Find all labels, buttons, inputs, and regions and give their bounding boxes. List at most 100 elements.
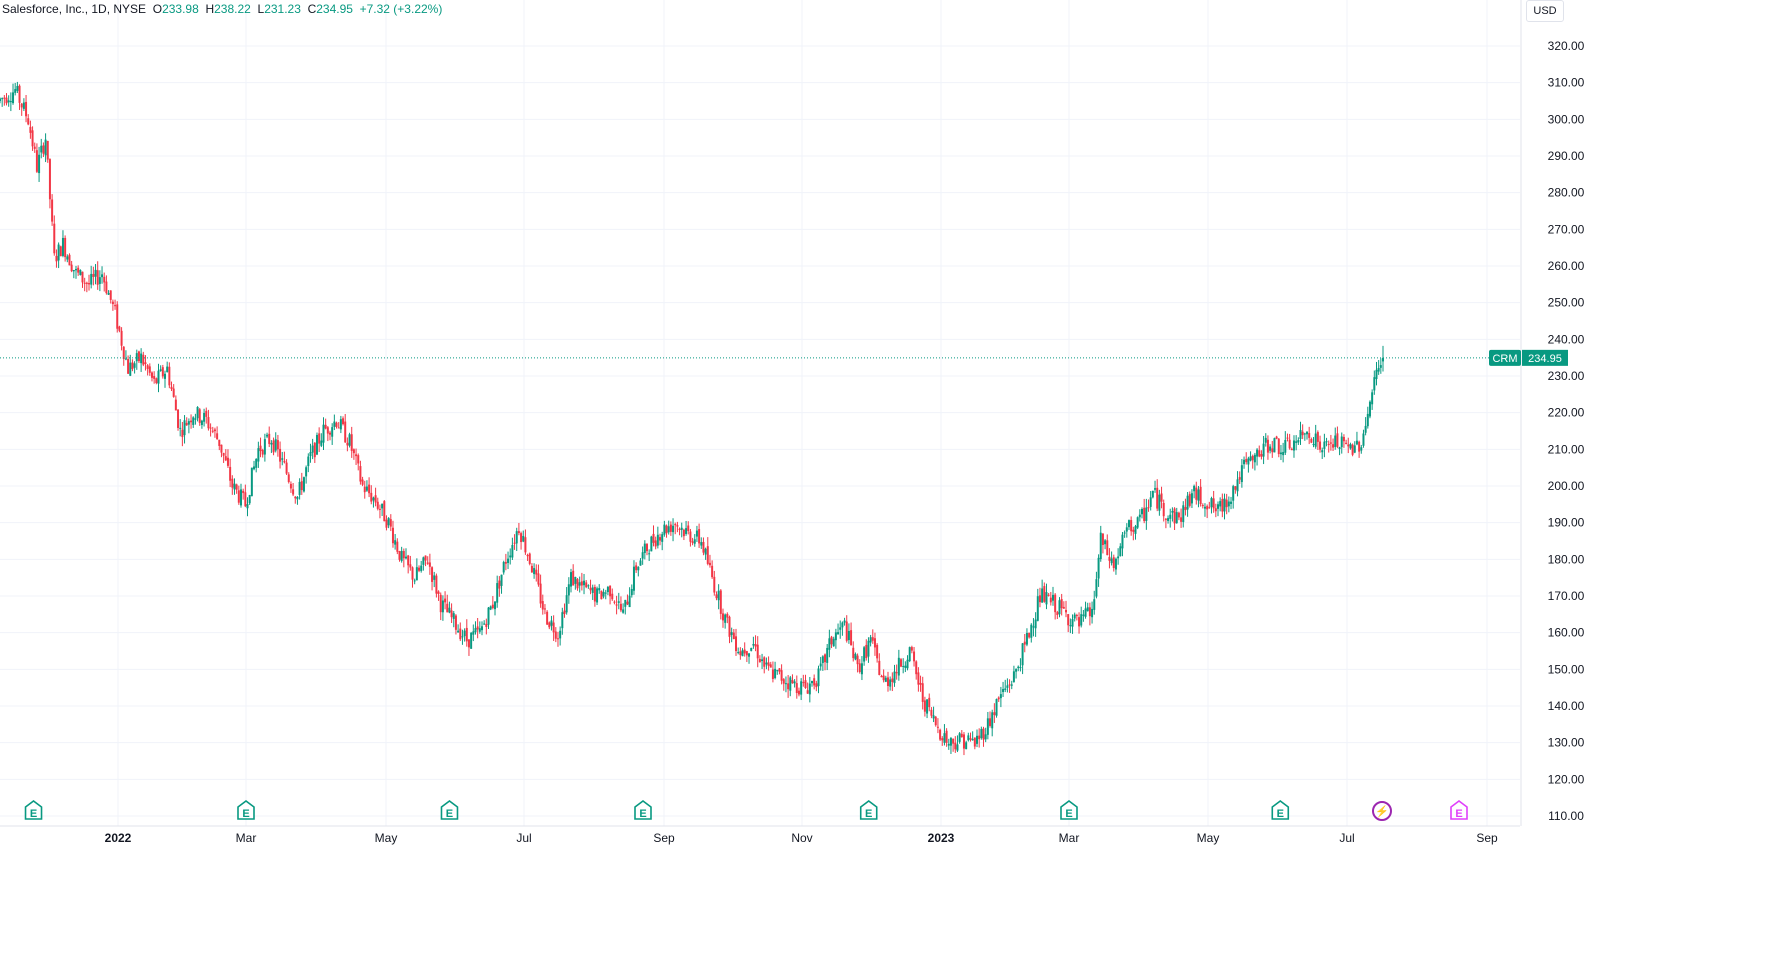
- candle: [59, 245, 62, 257]
- candle-body: [1099, 532, 1102, 560]
- earnings-marker[interactable]: E: [237, 800, 255, 820]
- earnings-marker[interactable]: E: [859, 800, 878, 820]
- candle: [127, 355, 130, 375]
- dividend-marker[interactable]: ⚡: [1372, 801, 1392, 821]
- earnings-marker[interactable]: E: [634, 800, 652, 820]
- candle-body: [135, 353, 138, 362]
- currency-button[interactable]: USD: [1526, 0, 1564, 22]
- candle-body: [993, 712, 996, 716]
- x-tick-label: Mar: [236, 831, 257, 845]
- candle-body: [370, 492, 373, 502]
- candle-body: [465, 627, 468, 642]
- candle: [776, 669, 779, 675]
- candle: [12, 83, 15, 105]
- candle-body: [546, 611, 549, 625]
- candle-body: [728, 616, 731, 637]
- candle: [982, 726, 985, 747]
- dividend-label: ⚡: [1375, 805, 1389, 818]
- candle-body: [813, 678, 816, 686]
- candle-body: [1345, 442, 1348, 444]
- candle-body: [767, 662, 770, 666]
- earnings-marker[interactable]: E: [24, 800, 43, 820]
- candle: [55, 249, 58, 268]
- candle: [20, 102, 23, 116]
- candle: [1251, 454, 1254, 469]
- candle-body: [763, 657, 766, 667]
- earnings-label: E: [1277, 808, 1284, 820]
- candle-body: [1273, 438, 1276, 453]
- candle-body: [1216, 504, 1219, 509]
- candle: [867, 637, 870, 663]
- candle-body: [480, 626, 483, 631]
- candle-body: [220, 444, 223, 453]
- candle-body: [923, 700, 926, 712]
- candle: [255, 458, 258, 473]
- legend-open-value: 233.98: [162, 2, 199, 16]
- candle: [420, 560, 423, 573]
- earnings-marker[interactable]: E: [440, 800, 459, 820]
- candle-body: [674, 524, 677, 526]
- candle: [884, 675, 887, 683]
- candle: [622, 603, 625, 614]
- candle-body: [378, 508, 381, 510]
- candle-body: [978, 735, 981, 740]
- candle: [226, 449, 229, 468]
- candle-body: [667, 526, 670, 533]
- candle: [871, 629, 874, 644]
- candle: [1108, 548, 1111, 569]
- candle-body: [79, 270, 82, 275]
- candle: [311, 438, 314, 460]
- candle: [454, 614, 457, 635]
- candle: [339, 415, 342, 434]
- candle: [656, 526, 659, 549]
- candle-body: [860, 663, 863, 675]
- candle: [1360, 444, 1363, 454]
- candle: [1238, 471, 1241, 485]
- earnings-marker[interactable]: E: [1060, 800, 1078, 820]
- candle-body: [92, 273, 95, 277]
- candle-body: [984, 734, 987, 740]
- candle-body: [289, 483, 292, 489]
- candle-body: [300, 481, 303, 491]
- candle-body: [952, 738, 955, 744]
- candle: [535, 564, 538, 582]
- candle: [561, 607, 564, 635]
- candle: [526, 553, 529, 561]
- candle: [96, 261, 99, 290]
- candle-body: [1069, 625, 1072, 627]
- candle-body: [1355, 440, 1358, 445]
- candle-body: [706, 546, 709, 564]
- candle-body: [111, 301, 114, 305]
- candle: [967, 732, 970, 742]
- candle-body: [1060, 599, 1063, 609]
- earnings-marker[interactable]: E: [1271, 800, 1290, 820]
- candle-body: [928, 697, 931, 708]
- candle-body: [3, 97, 6, 99]
- candle-body: [1114, 558, 1117, 570]
- candle: [1342, 434, 1345, 448]
- candle-body: [302, 477, 305, 492]
- candle-body: [552, 622, 555, 633]
- candle-body: [133, 363, 136, 368]
- candle: [381, 503, 384, 517]
- candle: [203, 408, 206, 427]
- candle-body: [68, 254, 71, 266]
- candle-body: [886, 677, 889, 687]
- candle-body: [1358, 441, 1361, 452]
- candle-body: [211, 430, 214, 432]
- candle-body: [556, 638, 559, 640]
- candle: [1275, 435, 1278, 440]
- candle-body: [926, 699, 929, 714]
- earnings-icon: [1271, 800, 1290, 820]
- candle: [181, 421, 184, 447]
- y-tick-label: 130.00: [1548, 736, 1585, 750]
- candle-body: [222, 452, 225, 456]
- candle: [713, 570, 716, 596]
- candle-body: [956, 744, 959, 751]
- legend-symbol-name[interactable]: Salesforce, Inc., 1D, NYSE: [2, 2, 147, 16]
- candle-body: [1143, 507, 1146, 522]
- candle-body: [122, 346, 125, 359]
- earnings-marker[interactable]: E: [1450, 800, 1468, 820]
